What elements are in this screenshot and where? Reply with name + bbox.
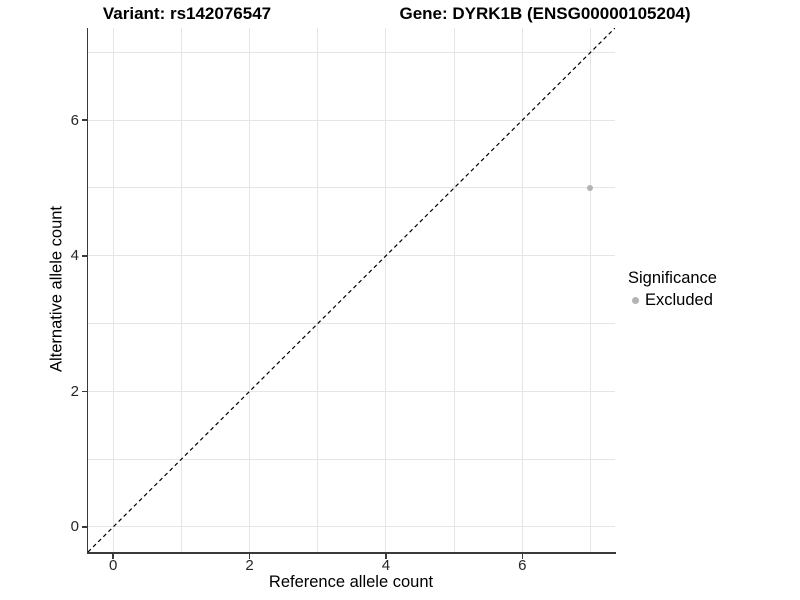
data-point bbox=[587, 184, 594, 191]
plot-title-gene: Gene: DYRK1B (ENSG00000105204) bbox=[399, 4, 691, 23]
y-tick-label: 0 bbox=[70, 518, 79, 536]
y-tick-label: 2 bbox=[70, 382, 79, 400]
gridline-x-2 bbox=[249, 28, 251, 552]
legend-item-label: Excluded bbox=[645, 291, 713, 309]
x-tick-mark bbox=[385, 553, 387, 559]
gridline-x-1 bbox=[180, 28, 182, 552]
gridline-y-5 bbox=[88, 187, 615, 189]
x-tick-label: 2 bbox=[245, 557, 254, 574]
gridline-y-4 bbox=[88, 255, 615, 257]
gridline-y-3 bbox=[88, 323, 615, 325]
identity-line bbox=[88, 28, 615, 552]
y-tick-mark bbox=[81, 526, 87, 528]
grid-layer bbox=[88, 28, 615, 552]
x-axis-label: Reference allele count bbox=[268, 573, 434, 591]
gridline-x-7 bbox=[589, 28, 591, 552]
gridline-x-6 bbox=[521, 28, 523, 552]
legend-title: Significance bbox=[628, 269, 717, 287]
y-tick-mark bbox=[81, 390, 87, 393]
y-tick-label: 4 bbox=[70, 247, 79, 265]
x-tick-mark bbox=[521, 553, 524, 559]
gridline-y-6 bbox=[88, 119, 615, 121]
x-tick-mark bbox=[248, 553, 251, 559]
points-layer bbox=[88, 28, 615, 552]
gridline-x-0 bbox=[112, 28, 114, 552]
y-axis-label: Alternative allele count bbox=[47, 205, 66, 373]
gridline-x-4 bbox=[385, 28, 387, 552]
legend: Significance Excluded bbox=[628, 269, 717, 310]
gridline-x-5 bbox=[453, 28, 455, 552]
x-tick-label: 4 bbox=[381, 557, 391, 574]
legend-point-icon bbox=[632, 297, 639, 304]
plot-title-variant: Variant: rs142076547 bbox=[102, 4, 272, 23]
plot-panel bbox=[88, 28, 615, 552]
gridline-y-2 bbox=[88, 390, 615, 392]
x-tick-mark bbox=[112, 553, 114, 559]
y-tick-mark bbox=[81, 119, 87, 121]
gridline-y-0 bbox=[88, 526, 615, 528]
gridline-y-1 bbox=[88, 458, 615, 460]
x-axis-line bbox=[86, 552, 616, 554]
x-tick-label: 0 bbox=[109, 557, 118, 574]
gridline-y-7 bbox=[88, 51, 615, 53]
gridline-x-3 bbox=[317, 28, 319, 552]
y-axis-line bbox=[86, 28, 88, 554]
legend-item-excluded: Excluded bbox=[628, 291, 717, 310]
y-tick-mark bbox=[81, 255, 87, 257]
y-tick-label: 6 bbox=[70, 111, 79, 129]
x-tick-label: 6 bbox=[518, 557, 527, 574]
